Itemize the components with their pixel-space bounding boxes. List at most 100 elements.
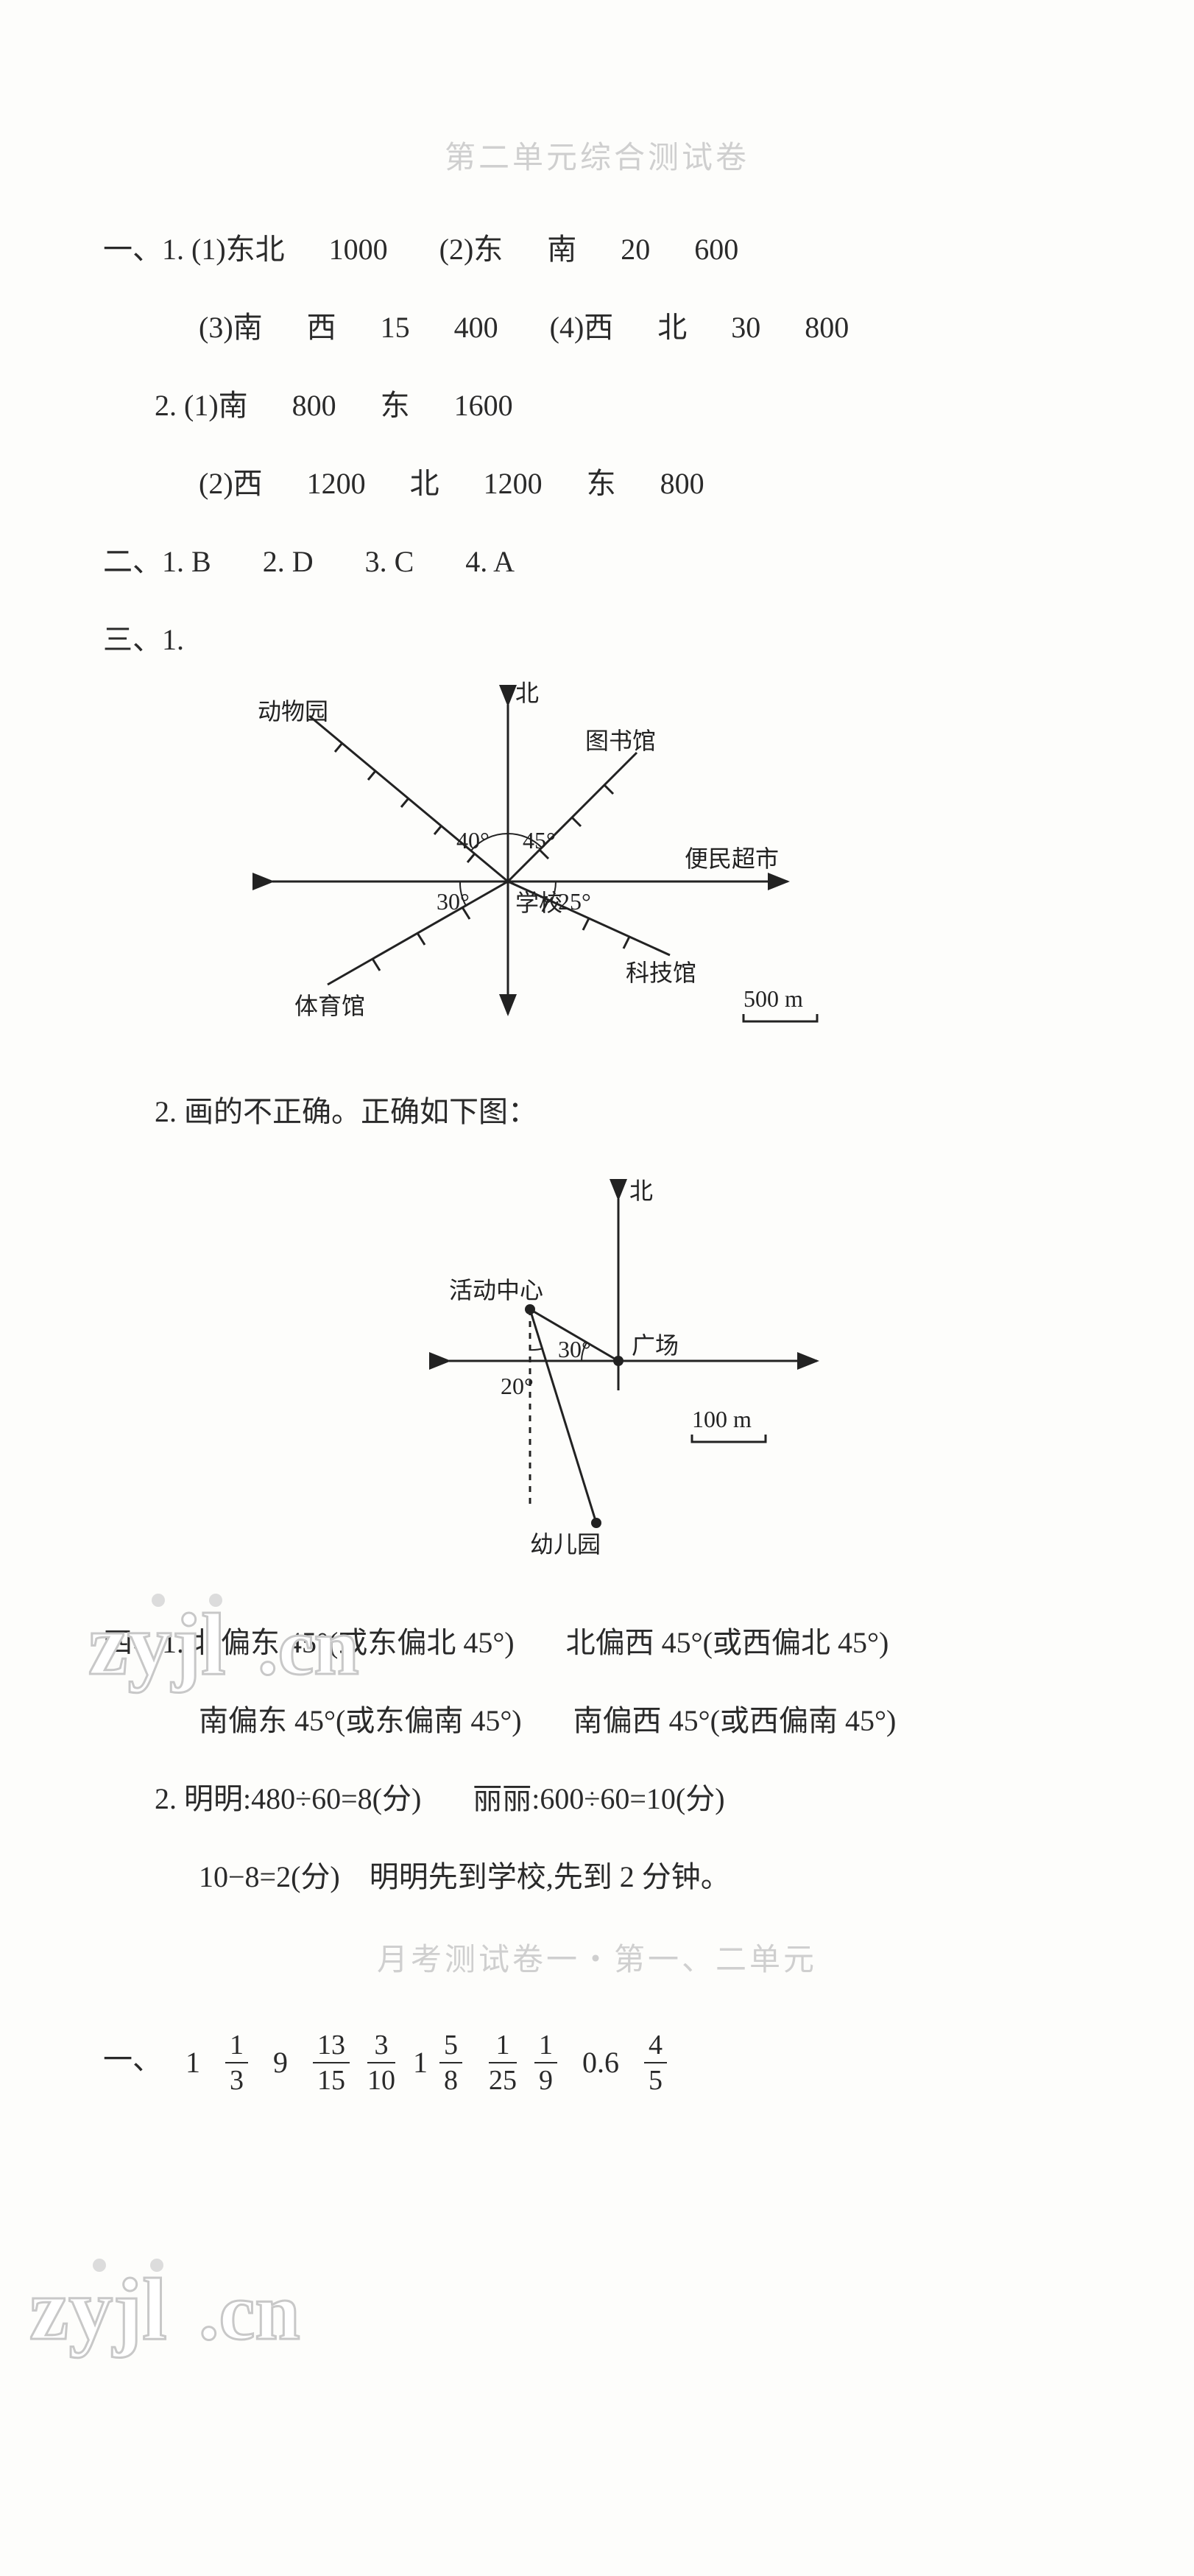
s4q2-1b: 丽丽:600÷60=10(分) [473, 1782, 724, 1815]
q2p2-label: (2) [199, 467, 233, 500]
s4-line3: 2. 明明:480÷60=8(分) 丽丽:600÷60=10(分) [103, 1778, 1091, 1820]
section-4-wrap: zyjl .cn 四、1. 北偏东 45°(或东偏北 45°) 北偏西 45°(… [103, 1622, 1091, 1898]
svg-text:zyjl: zyjl [29, 2260, 167, 2358]
value-int: 1 [186, 2046, 200, 2079]
compass-svg-1: 北 动物园 图书馆 便民超市 科技馆 体育馆 学校 40° 45° 30° 25… [213, 675, 876, 1058]
compass-diagram-1: 北 动物园 图书馆 便民超市 科技馆 体育馆 学校 40° 45° 30° 25… [213, 675, 1091, 1062]
s2-2v: D [292, 545, 314, 578]
q1p3-d: 400 [454, 311, 498, 344]
q1p2-e: 20 [621, 233, 650, 266]
s2-1n: 1. [162, 545, 184, 578]
section-1-line4: (2)西 1200 北 1200 东 800 [103, 463, 1091, 504]
section5-label: 一、 [103, 2043, 162, 2076]
section3-label: 三、 [103, 623, 162, 656]
s2-4v: A [493, 545, 515, 578]
q1p4-g: 30 [731, 311, 760, 344]
q1p1-label: (1) [191, 233, 226, 266]
angle2-20: 20° [501, 1373, 534, 1399]
q1p3-c: 15 [381, 311, 410, 344]
q2p1-a: 南 [219, 389, 248, 422]
section1-label: 一、 [103, 233, 162, 266]
activity-label: 活动中心 [449, 1277, 543, 1303]
value-int: 0.6 [582, 2046, 619, 2079]
q1-label: 1. [162, 233, 184, 266]
section-1-line2: (3)南西15400 (4)西北30800 [103, 307, 1091, 348]
q2p2-a: 西 [233, 467, 263, 500]
q1p2-label: (2) [439, 233, 474, 266]
north-label-2: 北 [629, 1178, 653, 1204]
q2p2-e: 东 [587, 467, 616, 500]
value-frac: 45 [644, 2031, 667, 2094]
q1p4-e: 西 [584, 311, 613, 344]
value-frac: 13 [225, 2031, 248, 2094]
svg-text:.cn: .cn [199, 2267, 300, 2357]
north-label: 北 [515, 680, 539, 706]
s4q2-label: 2. [155, 1782, 177, 1815]
q2p1-b: 800 [292, 389, 336, 422]
value-mixed: 158 [413, 2031, 471, 2094]
q2p2-d: 1200 [484, 467, 543, 500]
q1p4-f: 北 [657, 311, 687, 344]
value-frac: 1315 [313, 2031, 350, 2094]
school-label: 学校 [515, 890, 562, 916]
q2p1-c: 东 [381, 389, 410, 422]
svg-text:zyjl: zyjl [88, 1595, 226, 1693]
q1p4-h: 800 [805, 311, 849, 344]
page-title-2: 月考测试卷一・第一、二单元 [103, 1935, 1091, 1979]
q1p3-label: (3) [199, 311, 233, 344]
section-1-line1: 一、1. (1)东北 1000 (2)东 南 20 600 [103, 229, 1091, 270]
section-1-line3: 2. (1)南 800 东 1600 [103, 385, 1091, 426]
q1p1-a: 东北 [226, 233, 285, 266]
q2p1-d: 1600 [454, 389, 513, 422]
q1p3-b: 西 [307, 311, 336, 344]
q1p2-c: 东 [473, 233, 503, 266]
section-5: 一、 11391315310158125190.645 [103, 2031, 1091, 2094]
plaza-label: 广场 [632, 1332, 679, 1359]
q2-label: 2. [155, 389, 177, 422]
q2p2-b: 1200 [307, 467, 366, 500]
s2-2n: 2. [263, 545, 285, 578]
supermarket-label: 便民超市 [685, 845, 779, 872]
angle-25: 25° [558, 888, 591, 915]
q2p2-c: 北 [410, 467, 439, 500]
s2-1v: B [191, 545, 211, 578]
angle-40: 40° [456, 827, 490, 854]
s4q2-2: 10−8=2(分) 明明先到学校,先到 2 分钟。 [199, 1860, 730, 1893]
compass-svg-2: 北 活动中心 广场 幼儿园 30° 20° 100 m [383, 1169, 854, 1582]
value-int: 9 [273, 2046, 288, 2079]
angle2-30: 30° [558, 1336, 591, 1362]
page-title: 第二单元综合测试卷 [103, 133, 1091, 177]
q1p2-f: 600 [694, 233, 738, 266]
stadium-label: 体育馆 [294, 993, 365, 1019]
s4q1-2b: 南偏西 45°(或西偏南 45°) [573, 1704, 897, 1737]
angle-30: 30° [437, 888, 470, 915]
compass-diagram-2: 北 活动中心 广场 幼儿园 30° 20° 100 m [383, 1169, 1091, 1586]
s4q1-1b: 北偏西 45°(或西偏北 45°) [566, 1626, 889, 1659]
watermark-1: zyjl .cn [88, 1586, 471, 1731]
scale-2: 100 m [692, 1406, 752, 1432]
s4q2-1a: 明明:480÷60=8(分) [184, 1782, 421, 1815]
q2p2-f: 800 [660, 467, 704, 500]
angle-45: 45° [523, 827, 556, 854]
value-frac: 125 [489, 2031, 517, 2094]
s2-3n: 3. [365, 545, 387, 578]
scale-1: 500 m [743, 985, 803, 1012]
s3-q1: 1. [162, 623, 184, 656]
s4-line4: 10−8=2(分) 明明先到学校,先到 2 分钟。 [103, 1857, 1091, 1898]
section-2: 二、1. B 2. D 3. C 4. A [103, 541, 1091, 583]
s3-q2-text: 2. 画的不正确。正确如下图： [103, 1091, 1091, 1133]
zoo-label: 动物园 [258, 698, 328, 725]
value-frac: 310 [367, 2031, 395, 2094]
s2-4n: 4. [465, 545, 487, 578]
section-3-header: 三、1. [103, 619, 1091, 661]
q1p1-b: 1000 [329, 233, 388, 266]
page: 第二单元综合测试卷 一、1. (1)东北1000 (2)东南20600 (3)南… [0, 0, 1194, 2293]
q1p3-a: 南 [233, 311, 263, 344]
s2-3v: C [395, 545, 414, 578]
library-label: 图书馆 [585, 728, 656, 754]
kinder-label: 幼儿园 [530, 1531, 601, 1558]
svg-text:.cn: .cn [258, 1602, 359, 1692]
q2p1-label: (1) [184, 389, 219, 422]
watermark-2: zyjl .cn [29, 2251, 412, 2396]
q1p2-d: 南 [547, 233, 576, 266]
